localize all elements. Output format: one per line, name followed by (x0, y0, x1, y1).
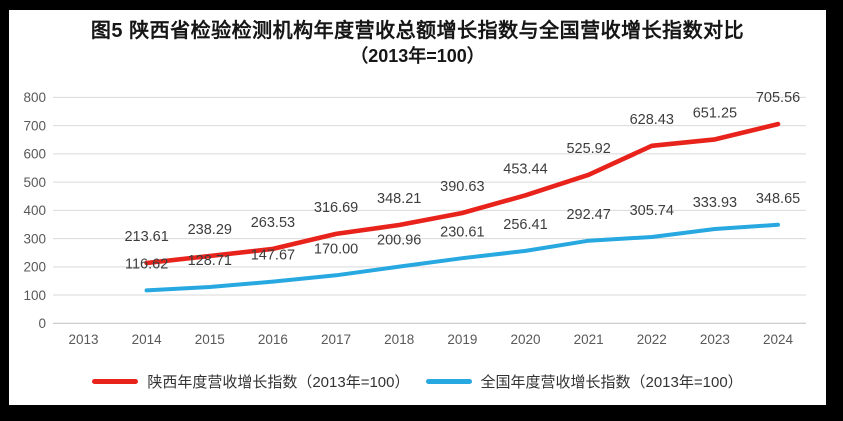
data-label: 316.69 (314, 200, 358, 216)
y-axis-tick-label: 500 (23, 175, 46, 190)
legend: 陕西年度营收增长指数（2013年=100） 全国年度营收增长指数（2013年=1… (9, 371, 826, 392)
x-axis-tick-label: 2021 (574, 332, 604, 347)
x-axis-tick-label: 2019 (447, 332, 477, 347)
x-axis-tick-label: 2016 (258, 332, 288, 347)
x-axis-tick-label: 2020 (510, 332, 540, 347)
x-axis-tick-label: 2018 (384, 332, 414, 347)
data-label: 525.92 (566, 141, 610, 157)
national-series-line-swatch (425, 379, 472, 384)
y-axis-tick-label: 400 (23, 203, 46, 218)
legend-item-national: 全国年度营收增长指数（2013年=100） (425, 371, 743, 392)
y-axis-tick-label: 300 (23, 231, 46, 246)
y-axis-tick-label: 700 (23, 118, 46, 133)
data-label: 305.74 (630, 203, 674, 219)
data-label: 170.00 (314, 241, 358, 257)
data-label: 348.21 (377, 191, 421, 207)
x-axis-tick-label: 2022 (637, 332, 667, 347)
data-label: 128.71 (188, 253, 232, 269)
shaanxi-series-line (144, 121, 781, 266)
x-axis-tick-label: 2017 (321, 332, 351, 347)
data-label: 348.65 (756, 191, 800, 207)
y-axis-tick-label: 0 (38, 316, 46, 331)
shaanxi-series-line-swatch (92, 379, 139, 384)
y-axis-tick-label: 100 (23, 288, 46, 303)
data-label: 292.47 (566, 207, 610, 223)
x-axis-tick-label: 2014 (132, 332, 163, 347)
data-label: 116.62 (125, 256, 168, 272)
x-axis-tick-label: 2015 (195, 332, 225, 347)
x-axis-tick-label: 2024 (763, 332, 794, 347)
chart-panel: 图5 陕西省检验检测机构年度营收总额增长指数与全国营收增长指数对比 （2013年… (9, 10, 826, 405)
data-label: 230.61 (440, 224, 484, 240)
chart-title: 图5 陕西省检验检测机构年度营收总额增长指数与全国营收增长指数对比 （2013年… (9, 18, 826, 67)
y-axis-tick-label: 200 (23, 260, 46, 275)
data-label: 333.93 (693, 195, 737, 211)
data-label: 263.53 (251, 215, 295, 231)
data-label: 628.43 (630, 112, 674, 128)
data-label: 651.25 (693, 105, 737, 121)
national-series-line (144, 222, 780, 293)
data-label: 705.56 (756, 90, 800, 106)
x-axis-tick-label: 2023 (700, 332, 730, 347)
data-label: 453.44 (503, 161, 547, 177)
data-label: 147.67 (251, 248, 295, 264)
data-label: 256.41 (503, 217, 547, 233)
data-label: 390.63 (440, 179, 484, 195)
y-axis-tick-label: 800 (23, 90, 46, 105)
chart-title-line1: 图5 陕西省检验检测机构年度营收总额增长指数与全国营收增长指数对比 (90, 20, 745, 42)
data-label: 200.96 (377, 233, 421, 249)
legend-item-shaanxi: 陕西年度营收增长指数（2013年=100） (92, 371, 410, 392)
x-axis-tick-label: 2013 (68, 332, 98, 347)
legend-label-shaanxi: 陕西年度营收增长指数（2013年=100） (147, 374, 410, 391)
y-axis-tick-label: 600 (23, 147, 46, 162)
legend-label-national: 全国年度营收增长指数（2013年=100） (480, 374, 743, 391)
data-label: 213.61 (124, 229, 168, 245)
chart-title-line2: （2013年=100） (350, 46, 485, 66)
data-label: 238.29 (188, 222, 232, 238)
plot-area: 0 100 200 300 400 500 600 700 800 2013 2014 2015 201… (23, 90, 806, 347)
